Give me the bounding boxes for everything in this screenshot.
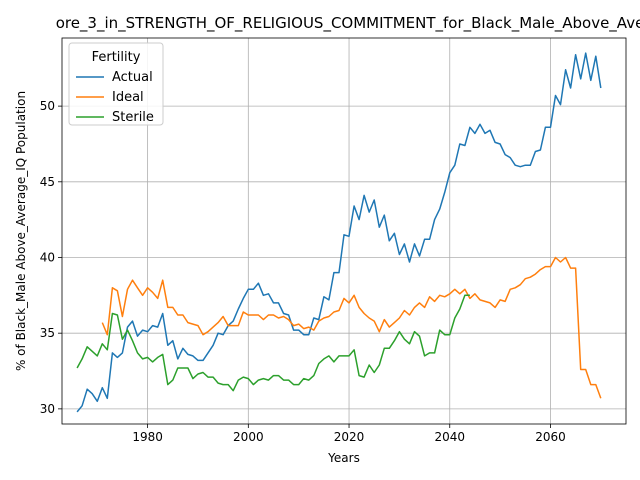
x-tick-label: 2060 (535, 430, 566, 444)
x-axis-ticks: 1980 2000 2020 2040 2060 (132, 424, 566, 444)
series-line-actual (76, 52, 602, 413)
series-line-ideal (101, 256, 602, 399)
legend-box (68, 42, 164, 126)
legend-label-sterile: Sterile (112, 110, 154, 125)
y-axis-ticks: 30 35 40 45 50 (40, 99, 62, 416)
legend-items: Actual Ideal Sterile (76, 70, 154, 125)
plot-frame (61, 37, 627, 425)
series-lines (76, 52, 602, 413)
series-line-sterile (76, 294, 470, 392)
x-tick-label: 2000 (233, 430, 264, 444)
legend: Fertility Actual Ideal Sterile (68, 42, 164, 126)
x-tick-label: 2020 (334, 430, 365, 444)
legend-label-ideal: Ideal (112, 90, 144, 105)
legend-label-actual: Actual (112, 70, 153, 85)
legend-title: Fertility (92, 50, 141, 65)
y-tick-label: 30 (40, 402, 55, 416)
x-tick-label: 2040 (434, 430, 465, 444)
x-tick-label: 1980 (132, 430, 163, 444)
y-tick-label: 35 (40, 326, 55, 340)
grid-lines (62, 38, 626, 424)
y-tick-label: 40 (40, 250, 55, 264)
y-tick-label: 50 (40, 99, 55, 113)
x-axis-label: Years (327, 451, 360, 465)
y-axis-label: % of Black_Male Above_Average_IQ Populat… (14, 91, 28, 371)
chart-title: ore_3_in_STRENGTH_OF_RELIGIOUS_COMMITMEN… (56, 14, 640, 33)
y-tick-label: 45 (40, 175, 55, 189)
